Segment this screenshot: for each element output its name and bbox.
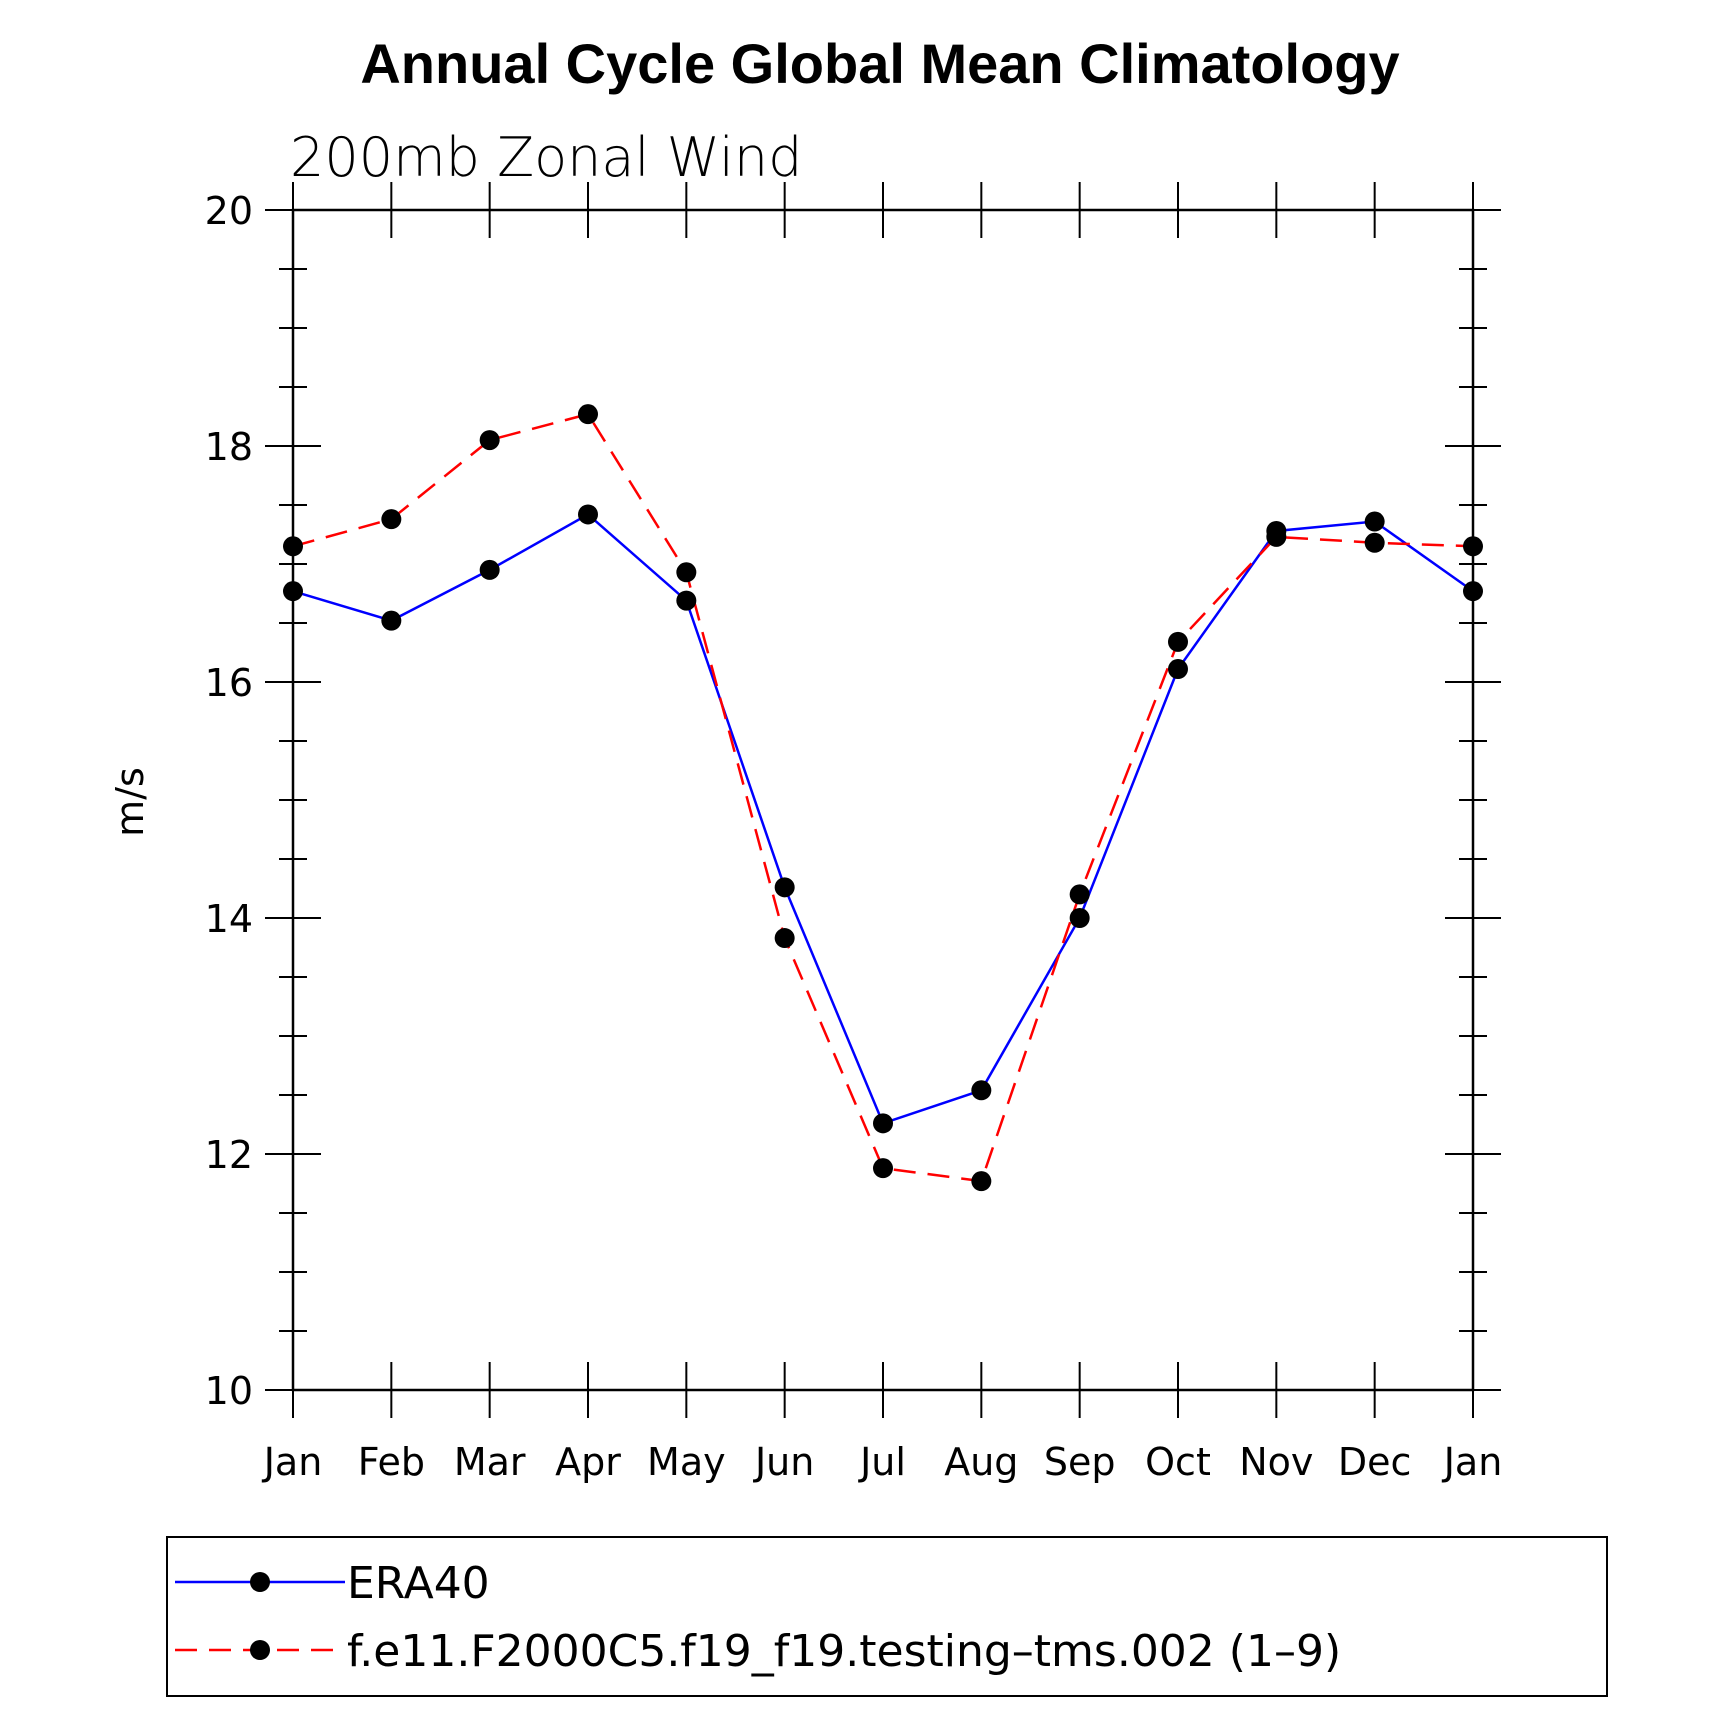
series-2-point: [774, 928, 795, 949]
series-2-point: [479, 430, 500, 451]
series-2-point: [1266, 526, 1287, 547]
series-2-point: [676, 562, 697, 583]
x-tick-label: Jul: [858, 1440, 906, 1484]
series-1-point: [381, 610, 402, 631]
series-1-point: [578, 504, 598, 525]
x-tick-label: Feb: [358, 1440, 425, 1484]
x-tick-label: Aug: [944, 1440, 1018, 1484]
series-2-point: [381, 509, 402, 530]
x-tick-label: May: [647, 1440, 726, 1484]
series-2-point: [578, 404, 598, 425]
series-1-point: [1463, 581, 1483, 602]
y-tick-label: 12: [205, 1133, 253, 1177]
series-2-point: [1364, 532, 1385, 553]
y-axis-label: m/s: [108, 767, 152, 837]
legend-box: [166, 1536, 1608, 1697]
x-tick-label: Sep: [1044, 1440, 1116, 1484]
series-1-point: [1364, 511, 1385, 532]
x-tick-label: Jun: [753, 1440, 814, 1484]
series-1-point: [1069, 908, 1090, 928]
chart-title: Annual Cycle Global Mean Climatology: [360, 32, 1399, 95]
x-tick-label: Apr: [555, 1440, 621, 1484]
series-1-point: [283, 581, 303, 602]
legend: ERA40 f.e11.F2000C5.f19_f19.testing–tms.0…: [166, 1536, 1608, 1697]
plot-frame: [291, 208, 1475, 1392]
series-1-point: [774, 877, 795, 898]
series-1-point: [1168, 659, 1188, 680]
x-tick-label: Mar: [454, 1440, 526, 1484]
y-tick-label: 20: [205, 189, 253, 233]
series-2-point: [283, 536, 303, 557]
x-tick-label: Jan: [262, 1440, 323, 1484]
y-tick-label: 18: [205, 425, 253, 469]
series-2-point: [1069, 884, 1090, 905]
series-1-point: [676, 590, 697, 611]
series-1-point: [971, 1080, 992, 1101]
series-line-1: [292, 512, 1474, 1125]
x-tick-label: Dec: [1338, 1440, 1412, 1484]
x-tick-label: Nov: [1239, 1440, 1313, 1484]
legend-marker-1: [250, 1572, 270, 1592]
series-2-point: [1463, 536, 1483, 557]
series-1-point: [873, 1113, 893, 1134]
chart-subtitle: 200mb Zonal Wind: [290, 126, 802, 189]
y-tick-label: 14: [205, 897, 253, 941]
y-tick-label: 10: [205, 1369, 253, 1413]
x-tick-label: Jan: [1442, 1440, 1503, 1484]
legend-label-1: ERA40: [347, 1558, 490, 1609]
series-2-point: [971, 1171, 992, 1192]
legend-marker-2: [250, 1640, 270, 1660]
series-1-point: [479, 559, 500, 580]
x-tick-label: Oct: [1145, 1440, 1211, 1484]
series-2-point: [1168, 631, 1188, 652]
y-tick-label: 16: [205, 661, 253, 705]
plot-area: 10 12 14 16 18 20 Jan Feb Mar Apr May Jun Jul Aug Sep O…: [205, 182, 1503, 1484]
series-2-point: [873, 1158, 893, 1179]
legend-label-2: f.e11.F2000C5.f19_f19.testing–tms.002 (1…: [347, 1626, 1341, 1677]
